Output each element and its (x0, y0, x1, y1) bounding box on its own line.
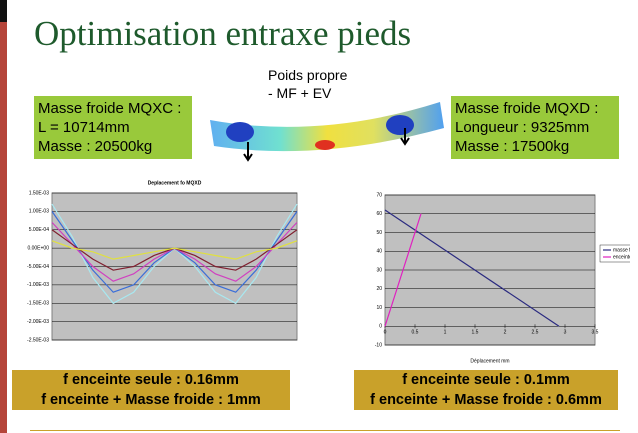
box-line: Longueur : 9325mm (455, 118, 615, 137)
x-tick-label: 2 (504, 330, 507, 336)
box-line: Masse : 20500kg (38, 137, 188, 156)
side-bar (0, 0, 7, 433)
y-tick-label: 1.50E-03 (29, 190, 50, 196)
side-bar-top (0, 0, 7, 22)
result-line: f enceinte seule : 0.1mm (354, 370, 618, 390)
y-tick-label: 40 (376, 249, 382, 255)
footer-line (30, 430, 620, 431)
y-tick-label: 10 (376, 305, 382, 311)
y-tick-label: 50 (376, 230, 382, 236)
legend-label: masse froide (613, 247, 630, 253)
x-tick-label: 0 (384, 330, 387, 336)
box-line: Masse froide MQXD : (455, 99, 615, 118)
y-tick-label: 30 (376, 267, 382, 273)
caption-line: Poids propre (268, 66, 347, 84)
x-tick-label: 3 (564, 330, 567, 336)
result-line: f enceinte seule : 0.16mm (12, 370, 290, 390)
x-tick-label: 1 (444, 330, 447, 336)
y-tick-label: 20 (376, 286, 382, 292)
y-tick-label: 0.00E+00 (27, 245, 49, 251)
y-tick-label: -2.50E-03 (27, 337, 49, 343)
x-tick-label: 2.5 (532, 330, 539, 336)
box-line: Masse froide MQXC : (38, 99, 188, 118)
y-tick-label: 5.00E-04 (29, 227, 50, 233)
title: Optimisation entraxe pieds (34, 14, 411, 54)
chart-left: Deplacement fo MQXD 1.50E-03 1.00E-03 5.00E… (12, 175, 302, 365)
box-line: L = 10714mm (38, 118, 188, 137)
y-tick-label: 1.00E-03 (29, 209, 50, 215)
x-tick-label: 0.5 (412, 330, 419, 336)
y-tick-label: -2.00E-03 (27, 319, 49, 325)
y-tick-label: -10 (375, 342, 382, 348)
x-tick-label: 1.5 (472, 330, 479, 336)
y-tick-label: -1.50E-03 (27, 301, 49, 307)
legend-label: enceinte (613, 254, 630, 260)
y-tick-label: -5.00E-04 (27, 264, 49, 270)
beam-image (200, 90, 445, 165)
y-tick-label: 60 (376, 211, 382, 217)
y-tick-label: -1.00E-03 (27, 282, 49, 288)
box-line: Masse : 17500kg (455, 137, 615, 156)
x-tick-label: 3.5 (592, 330, 599, 336)
slide: Optimisation entraxe pieds Poids propre -… (0, 0, 638, 433)
y-tick-label: 70 (376, 192, 382, 198)
result-line: f enceinte + Masse froide : 1mm (12, 390, 290, 410)
chart-title: Deplacement fo MQXD (148, 180, 202, 186)
x-axis-label: Déplacement mm (470, 358, 509, 364)
y-tick-label: 0 (379, 324, 382, 330)
result-line: f enceinte + Masse froide : 0.6mm (354, 390, 618, 410)
